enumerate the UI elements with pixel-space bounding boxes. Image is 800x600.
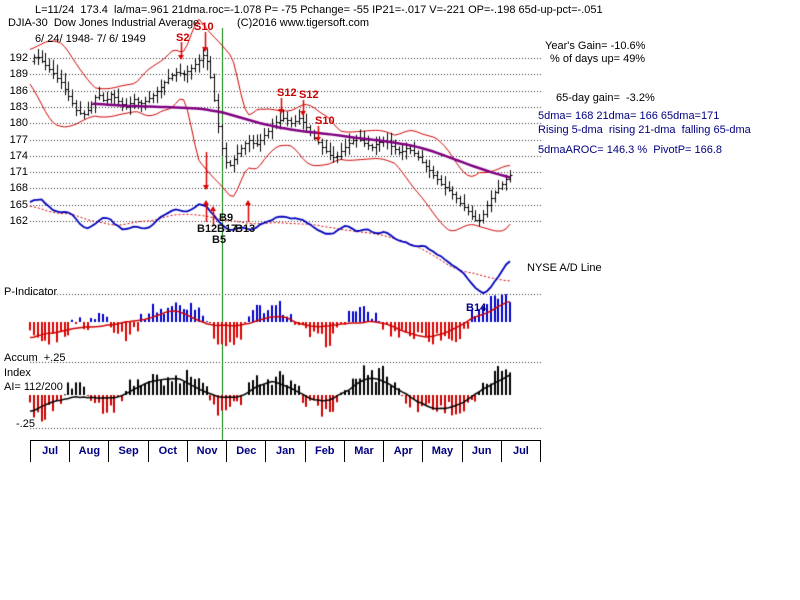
month-axis-label: Mar — [345, 441, 385, 462]
month-axis-label: Jul — [30, 441, 71, 462]
status-line: L=11/24 173.4 la/ma=.961 21dma.roc=-1.07… — [35, 4, 603, 16]
month-axis: Jul Aug Sep Oct Nov Dec Jan Feb Mar Apr May Jun Jul — [30, 440, 542, 462]
month-axis-label: Jun — [463, 441, 502, 462]
price-axis-label: 192 — [9, 52, 28, 64]
signal-label-s2: S2 — [176, 32, 190, 44]
signal-label-b12: B12 — [197, 223, 218, 235]
signal-label-s12: S12 — [277, 87, 297, 99]
signal-label-b14: B14 — [466, 302, 487, 314]
days-up-stat: % of days up= 49% — [550, 53, 646, 65]
dma-trend-stat: Rising 5-dma rising 21-dma falling 65-dm… — [538, 124, 751, 136]
date-range-label: 6/ 24/ 1948- 7/ 6/ 1949 — [35, 33, 146, 45]
signal-label-b17: B17 — [217, 223, 238, 235]
gain-65day-stat: 65-day gain= -3.2% — [556, 92, 655, 104]
signal-label-b13: B13 — [235, 223, 256, 235]
signal-label-s10: S10 — [315, 115, 335, 127]
month-axis-label: Nov — [188, 441, 228, 462]
accum-label: Accum +.25 — [4, 352, 66, 364]
signal-label-s12: S12 — [299, 89, 319, 101]
price-axis-label: 180 — [9, 117, 28, 130]
month-axis-label: Jul — [502, 441, 542, 462]
signal-label-b9: B9 — [219, 212, 234, 224]
symbol-title: DJIA-30 Dow Jones Industrial Average — [8, 17, 200, 29]
p-indicator-label: P-Indicator — [4, 286, 58, 298]
month-axis-label: Sep — [109, 441, 149, 462]
copyright-label: (C)2016 www.tigersoft.com — [237, 17, 370, 29]
ad-line-label: NYSE A/D Line — [527, 262, 602, 274]
month-axis-label: Dec — [227, 441, 267, 462]
aroc-pivot-stat: 5dmaAROC= 146.3 % PivotP= 166.8 — [538, 144, 723, 156]
index-label: Index — [4, 367, 31, 379]
price-axis-label: 183 — [9, 100, 28, 113]
minus-25-label: -.25 — [16, 418, 35, 430]
dma-values-stat: 5dma= 168 21dma= 166 65dma=171 — [538, 110, 720, 122]
price-axis-label: 165 — [9, 198, 28, 211]
month-axis-label: Apr — [384, 441, 424, 462]
month-axis-label: Feb — [306, 441, 345, 462]
signal-label-s10: S10 — [194, 21, 214, 33]
years-gain-stat: Year's Gain= -10.6% — [545, 40, 646, 52]
price-axis-label: 171 — [9, 166, 28, 179]
ai-value-label: AI= 112/200 — [4, 381, 63, 393]
price-axis-label: 177 — [9, 133, 28, 146]
signal-label-b5: B5 — [212, 234, 227, 246]
price-axis-label: 168 — [9, 182, 28, 195]
month-axis-label: Aug — [70, 441, 110, 462]
month-axis-label: Oct — [149, 441, 188, 462]
price-axis-label: 186 — [9, 84, 28, 97]
price-axis-label: 174 — [9, 149, 28, 162]
price-axis-label: 189 — [9, 68, 28, 81]
month-axis-label: Jan — [266, 441, 306, 462]
month-axis-label: May — [423, 441, 463, 462]
price-axis-label: 162 — [9, 215, 28, 227]
